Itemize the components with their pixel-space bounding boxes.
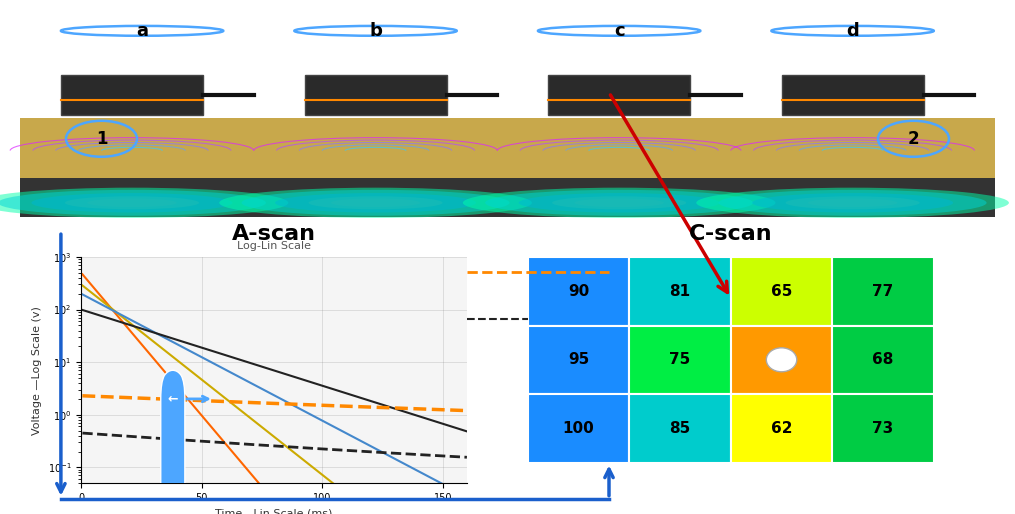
- Ellipse shape: [719, 190, 987, 216]
- Ellipse shape: [766, 348, 797, 372]
- Bar: [20, 118, 995, 181]
- Title: Log-Lin Scale: Log-Lin Scale: [238, 241, 311, 251]
- Text: 62: 62: [770, 421, 793, 436]
- Bar: [61, 75, 203, 115]
- Bar: [832, 325, 934, 394]
- Bar: [528, 325, 629, 394]
- Ellipse shape: [786, 196, 920, 209]
- Text: 2: 2: [907, 130, 920, 148]
- Ellipse shape: [309, 196, 443, 209]
- Bar: [629, 257, 731, 325]
- Text: A-scan: A-scan: [232, 224, 316, 244]
- Bar: [304, 75, 447, 115]
- Bar: [832, 394, 934, 463]
- Text: 85: 85: [670, 421, 690, 436]
- Ellipse shape: [552, 196, 686, 209]
- Ellipse shape: [574, 198, 664, 207]
- Ellipse shape: [519, 193, 720, 212]
- Y-axis label: Voltage —Log Scale (v): Voltage —Log Scale (v): [32, 306, 42, 434]
- Text: c: c: [614, 22, 624, 40]
- Ellipse shape: [65, 196, 199, 209]
- Ellipse shape: [31, 193, 232, 212]
- Ellipse shape: [0, 190, 266, 216]
- Bar: [731, 394, 832, 463]
- Text: b: b: [369, 22, 382, 40]
- Text: 95: 95: [568, 352, 589, 368]
- Ellipse shape: [485, 190, 753, 216]
- Bar: [629, 325, 731, 394]
- Bar: [782, 75, 924, 115]
- Bar: [731, 257, 832, 325]
- Ellipse shape: [275, 193, 476, 212]
- Ellipse shape: [808, 198, 897, 207]
- Text: 1: 1: [95, 130, 108, 148]
- Text: 100: 100: [562, 421, 595, 436]
- Text: 90: 90: [568, 284, 589, 299]
- Ellipse shape: [219, 188, 532, 218]
- Circle shape: [160, 370, 185, 514]
- Bar: [528, 257, 629, 325]
- Text: 75: 75: [670, 352, 690, 368]
- Ellipse shape: [0, 188, 288, 218]
- Bar: [528, 394, 629, 463]
- Text: 68: 68: [872, 352, 894, 368]
- Text: a: a: [136, 22, 148, 40]
- X-axis label: Time—Lin Scale (ms): Time—Lin Scale (ms): [215, 508, 333, 514]
- Text: 81: 81: [670, 284, 690, 299]
- Bar: [629, 394, 731, 463]
- Bar: [20, 177, 995, 217]
- Bar: [832, 257, 934, 325]
- Ellipse shape: [242, 190, 510, 216]
- Bar: [731, 325, 832, 394]
- Text: 77: 77: [873, 284, 893, 299]
- Ellipse shape: [87, 198, 177, 207]
- Ellipse shape: [752, 193, 953, 212]
- Ellipse shape: [331, 198, 420, 207]
- Ellipse shape: [696, 188, 1009, 218]
- Text: d: d: [847, 22, 859, 40]
- Text: C-scan: C-scan: [689, 224, 772, 244]
- Text: ←: ←: [167, 392, 178, 406]
- Text: 65: 65: [770, 284, 793, 299]
- Text: 73: 73: [873, 421, 893, 436]
- Bar: [548, 75, 690, 115]
- Ellipse shape: [463, 188, 775, 218]
